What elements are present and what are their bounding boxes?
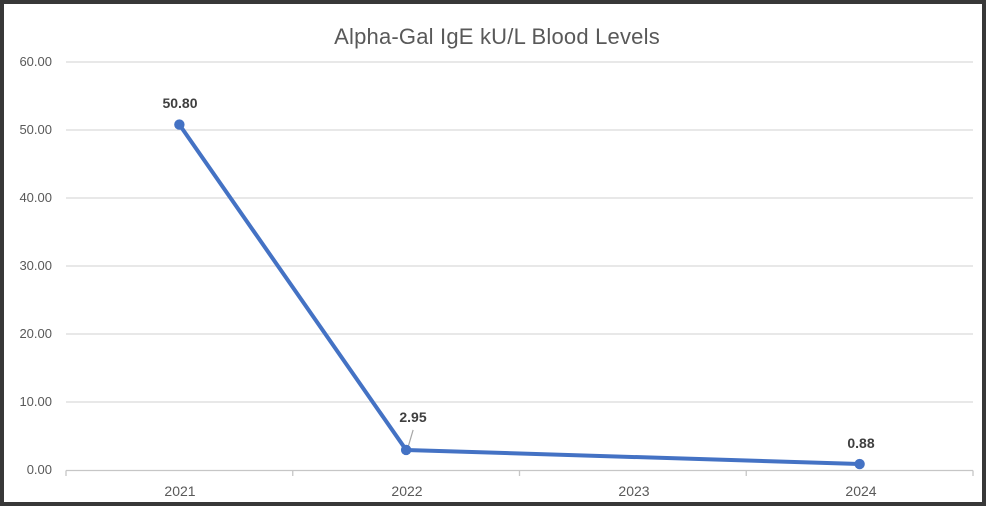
y-axis-tick-label: 50.00: [19, 122, 52, 137]
data-label-2022: 2.95: [399, 409, 427, 425]
y-axis-tick-label: 20.00: [19, 326, 52, 341]
line-chart-canvas: [65, 61, 974, 476]
x-axis-tick-label-2022: 2022: [391, 483, 423, 499]
data-label-2024: 0.88: [847, 435, 875, 451]
chart-title: Alpha-Gal IgE kU/L Blood Levels: [334, 24, 660, 49]
y-axis-tick-label: 0.00: [26, 462, 52, 477]
x-axis-tick-label-2021: 2021: [164, 483, 196, 499]
data-label-2021: 50.80: [162, 95, 198, 111]
y-axis-tick-label: 10.00: [19, 394, 52, 409]
x-axis-tick-label-2023: 2023: [618, 483, 650, 499]
y-axis-tick-label: 60.00: [19, 54, 52, 69]
y-axis-tick-label: 40.00: [19, 190, 52, 205]
x-axis-tick-label-2024: 2024: [845, 483, 877, 499]
y-axis-tick-label: 30.00: [19, 258, 52, 273]
